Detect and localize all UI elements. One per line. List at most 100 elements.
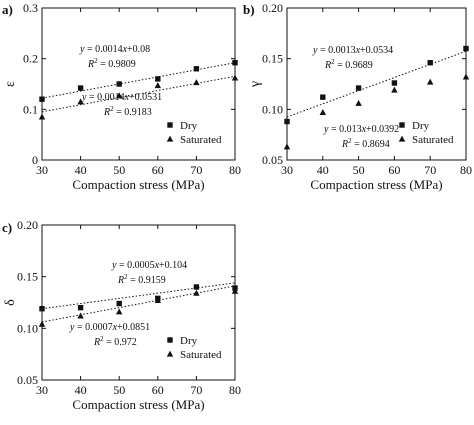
- x-tick-label: 40: [75, 163, 87, 177]
- legend-marker-dry: [399, 122, 405, 128]
- y-axis-label: ε: [3, 81, 18, 87]
- fit-r2-2: R2 = 0.8694: [341, 137, 390, 150]
- dry-point: [77, 304, 84, 311]
- saturated-point: [77, 312, 84, 319]
- saturated-point: [38, 113, 46, 120]
- saturated-point: [116, 308, 123, 315]
- x-axis-label: Compaction stress (MPa): [72, 397, 204, 412]
- y-tick-label: 0.3: [23, 1, 38, 15]
- panel-label: b): [243, 2, 255, 17]
- y-tick-label: 0.1: [23, 102, 38, 116]
- y-tick-label: 0: [32, 153, 38, 167]
- dry-point: [355, 85, 362, 91]
- legend-marker-saturated: [398, 135, 406, 142]
- legend-label-dry: Dry: [412, 120, 430, 132]
- dry-point: [391, 80, 398, 86]
- saturated-point: [427, 78, 434, 85]
- x-tick-label: 40: [317, 163, 329, 177]
- x-tick-label: 60: [152, 163, 164, 177]
- legend-label-saturated: Saturated: [180, 134, 222, 146]
- fit-r2-1: R2 = 0.9689: [324, 58, 373, 71]
- x-tick-label: 50: [113, 383, 125, 397]
- y-tick-label: 0.05: [262, 153, 283, 167]
- fit-equation-1: y = 0.0013x+0.0534: [312, 45, 393, 56]
- x-tick-label: 80: [229, 383, 241, 397]
- fit-equation-2: y = 0.0014x+0.0531: [81, 92, 162, 103]
- y-tick-label: 0.20: [262, 1, 283, 15]
- y-tick-label: 0.10: [17, 321, 38, 335]
- dry-point: [77, 85, 84, 91]
- legend-label-saturated: Saturated: [180, 349, 222, 361]
- legend-marker-dry: [167, 122, 173, 128]
- x-tick-label: 30: [36, 383, 48, 397]
- fit-r2-1: R2 = 0.9809: [87, 57, 136, 70]
- y-tick-label: 0.2: [23, 52, 38, 66]
- plot-frame: [41, 224, 236, 381]
- saturated-point: [231, 287, 239, 294]
- plot-frame: [286, 7, 467, 161]
- fit-line-1: [41, 282, 236, 310]
- saturated-point: [319, 108, 326, 115]
- dry-point: [427, 60, 433, 66]
- x-tick-label: 50: [353, 163, 365, 177]
- x-tick-label: 80: [460, 163, 472, 177]
- x-axis-label: Compaction stress (MPa): [310, 177, 442, 192]
- x-axis-label: Compaction stress (MPa): [72, 177, 204, 192]
- chart-panel-1: a) 30 40 50 60 70 80 0 0.1 0.2 0.3 Compaction stres…: [2, 1, 241, 192]
- x-tick-label: 50: [113, 163, 125, 177]
- saturated-point: [38, 320, 46, 327]
- saturated-point: [462, 73, 470, 80]
- saturated-point: [283, 143, 291, 150]
- y-tick-label: 0.20: [17, 218, 38, 232]
- dry-point: [155, 76, 161, 82]
- x-tick-label: 30: [36, 163, 48, 177]
- x-tick-label: 60: [388, 163, 400, 177]
- fit-equation-1: y = 0.0014x+0.08: [79, 44, 150, 55]
- legend-marker-dry: [167, 337, 173, 343]
- plot-frame: [41, 7, 236, 161]
- x-tick-label: 60: [152, 383, 164, 397]
- saturated-point: [154, 82, 161, 89]
- fit-line-2: [41, 285, 236, 323]
- saturated-point: [154, 297, 161, 304]
- y-tick-label: 0.15: [262, 52, 283, 66]
- x-tick-label: 70: [190, 163, 202, 177]
- x-tick-label: 70: [424, 163, 436, 177]
- dry-point: [320, 94, 326, 100]
- x-tick-label: 40: [75, 383, 87, 397]
- y-axis-label: δ: [3, 299, 18, 306]
- fit-line-1: [286, 50, 467, 118]
- fit-r2-2: R2 = 0.9183: [103, 105, 152, 118]
- fit-r2-2: R2 = 0.972: [93, 335, 137, 348]
- dry-point: [193, 284, 200, 290]
- y-tick-label: 0.15: [17, 270, 38, 284]
- dry-point: [463, 45, 469, 52]
- dry-point: [116, 81, 122, 87]
- dry-point: [193, 66, 200, 72]
- dry-point: [39, 306, 45, 312]
- legend-label-saturated: Saturated: [412, 134, 454, 146]
- saturated-point: [77, 98, 84, 105]
- x-tick-label: 70: [190, 383, 202, 397]
- x-tick-label: 80: [229, 163, 241, 177]
- panel-label: c): [2, 220, 12, 235]
- fit-line-1: [41, 62, 236, 99]
- fit-equation-2: y = 0.013x+0.0392: [323, 124, 399, 135]
- dry-point: [39, 96, 45, 102]
- dry-point: [284, 118, 290, 125]
- y-tick-label: 0.10: [262, 102, 283, 116]
- fit-equation-2: y = 0.0007x+0.0851: [69, 322, 150, 333]
- y-tick-label: 0.05: [17, 373, 38, 387]
- legend-marker-saturated: [166, 135, 174, 142]
- saturated-point: [355, 99, 362, 106]
- x-tick-label: 30: [281, 163, 293, 177]
- dry-point: [232, 60, 238, 66]
- saturated-point: [391, 86, 398, 93]
- legend-marker-saturated: [166, 350, 174, 357]
- saturated-point: [193, 289, 200, 296]
- legend-label-dry: Dry: [180, 335, 198, 347]
- legend-label-dry: Dry: [180, 120, 198, 132]
- fit-equation-1: y = 0.0005x+0.104: [111, 260, 187, 271]
- chart-panel-3: c) 30 40 50 60 70 80 0.05 0.10 0.15 0.20 Compaction…: [2, 218, 241, 412]
